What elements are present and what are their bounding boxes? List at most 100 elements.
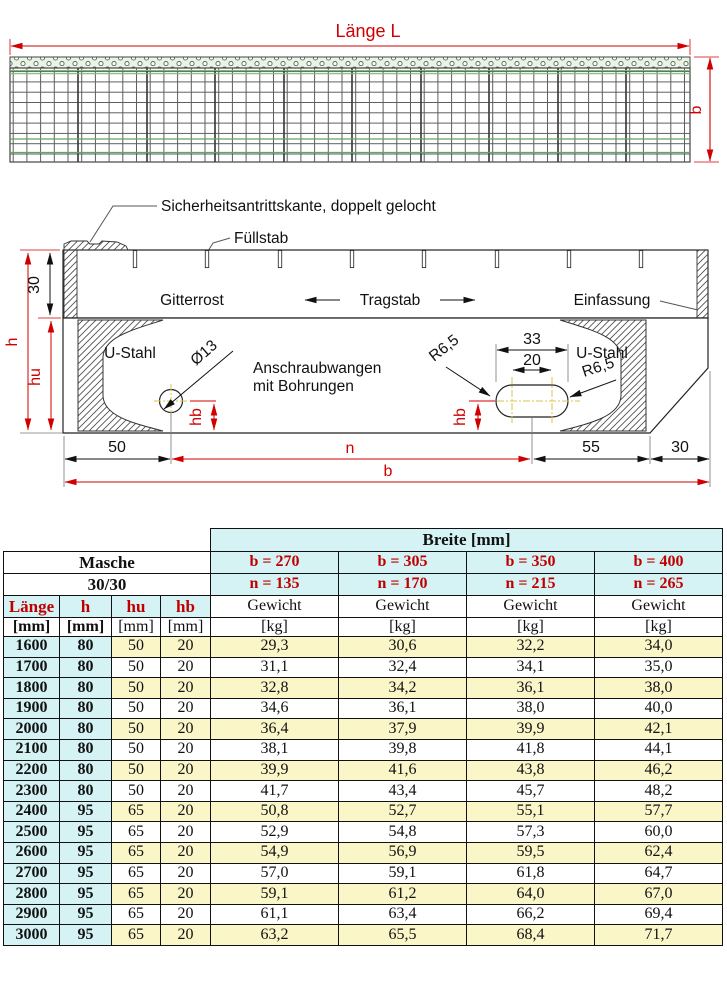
b-value-cell: b = 305 [338, 551, 467, 574]
cell-h: 95 [59, 821, 112, 843]
cell-laenge: 1700 [3, 656, 60, 679]
col-header-gewicht: Gewicht [338, 595, 467, 618]
hb-right-label: hb [452, 408, 469, 426]
cell-weight: 41,6 [338, 759, 467, 782]
leader-line [89, 205, 157, 243]
grating-mesh [10, 68, 690, 162]
cell-weight: 54,8 [338, 821, 467, 843]
cell-weight: 46,2 [593, 759, 724, 782]
cell-weight: 59,5 [466, 841, 595, 864]
cell-laenge: 1900 [3, 697, 60, 720]
col-header-h: h [59, 595, 112, 618]
radius-right-leader [569, 379, 617, 398]
cell-hb: 20 [160, 924, 211, 946]
table-row: 2000 80 50 20 36,4 37,9 39,9 42,1 [3, 718, 724, 740]
section-view-drawing: Sicherheitsantrittskante, doppelt geloch… [4, 198, 711, 487]
cell-weight: 48,2 [593, 780, 724, 802]
cell-h: 80 [59, 636, 112, 658]
cell-hu: 50 [111, 677, 161, 699]
col-header-gewicht: Gewicht [593, 595, 724, 618]
cell-weight: 36,4 [210, 718, 339, 740]
cell-h: 80 [59, 677, 112, 699]
cell-hb: 20 [160, 697, 211, 720]
n-value-cell: n = 170 [338, 573, 467, 596]
cell-weight: 62,4 [593, 841, 724, 864]
col-header-gewicht: Gewicht [466, 595, 595, 618]
radius-left-leader [445, 366, 491, 397]
cell-weight: 61,1 [210, 903, 339, 926]
cell-weight: 37,9 [338, 718, 467, 740]
cell-laenge: 3000 [3, 924, 60, 946]
cell-weight: 36,1 [338, 697, 467, 720]
cell-hu: 50 [111, 718, 161, 740]
table-row: 2300 80 50 20 41,7 43,4 45,7 48,2 [3, 780, 724, 802]
cell-weight: 35,0 [593, 656, 724, 679]
safety-edge-label: Sicherheitsantrittskante, doppelt geloch… [161, 198, 437, 215]
table-row: 1600 80 50 20 29,3 30,6 32,2 34,0 [3, 636, 724, 658]
cell-weight: 34,6 [210, 697, 339, 720]
grating-band [62, 249, 709, 319]
cell-hb: 20 [160, 883, 211, 905]
cell-h: 80 [59, 656, 112, 679]
leader-line [207, 237, 231, 252]
dim-20-label: 20 [523, 352, 541, 369]
cell-hb: 20 [160, 718, 211, 740]
cell-weight: 69,4 [593, 903, 724, 926]
cell-hu: 65 [111, 841, 161, 864]
cell-weight: 63,2 [210, 924, 339, 946]
frame-label: Einfassung [574, 292, 651, 309]
cell-h: 80 [59, 780, 112, 802]
table-row-masche: Masche b = 270 b = 305 b = 350 b = 400 [3, 551, 724, 574]
leader-line [659, 300, 699, 311]
cell-weight: 63,4 [338, 903, 467, 926]
table-row-units: [mm] [mm] [mm] [mm] [kg] [kg] [kg] [kg] [3, 617, 724, 637]
cell-hu: 65 [111, 903, 161, 926]
cell-weight: 57,0 [210, 862, 339, 885]
cell-weight: 42,1 [593, 718, 724, 740]
top-view-drawing: Länge L b [9, 21, 719, 163]
fill-bar-ticks [132, 250, 644, 269]
cell-weight: 55,1 [466, 800, 595, 823]
cell-hb: 20 [160, 821, 211, 843]
u-steel-left-label: U-Stahl [104, 345, 156, 362]
table-row: 1900 80 50 20 34,6 36,1 38,0 40,0 [3, 697, 724, 720]
cell-weight: 67,0 [593, 883, 724, 905]
breite-header-cell: Breite [mm] [209, 528, 724, 552]
cell-hb: 20 [160, 862, 211, 885]
cell-weight: 56,9 [338, 841, 467, 864]
cell-h: 80 [59, 738, 112, 761]
table-row: 1700 80 50 20 31,1 32,4 34,1 35,0 [3, 656, 724, 679]
green-line-top [10, 69, 690, 75]
cell-weight: 57,7 [593, 800, 724, 823]
n-value-cell: n = 265 [593, 573, 724, 596]
cell-weight: 52,9 [210, 821, 339, 843]
cell-weight: 40,0 [593, 697, 724, 720]
cell-weight: 41,8 [466, 738, 595, 761]
unit-kg: [kg] [593, 617, 724, 637]
dim-30-edge-label: 30 [26, 276, 43, 294]
width-dimension-label: b [688, 105, 705, 114]
cheek-text-line1: Anschraubwangen [253, 360, 381, 377]
hb-left-label: hb [188, 408, 205, 426]
table-row: 1800 80 50 20 32,8 34,2 36,1 38,0 [3, 677, 724, 699]
cell-laenge: 2400 [3, 800, 60, 823]
cell-laenge: 2800 [3, 883, 60, 905]
cell-hb: 20 [160, 656, 211, 679]
cell-weight: 43,4 [338, 780, 467, 802]
cell-laenge: 2200 [3, 759, 60, 782]
col-header-gewicht: Gewicht [210, 595, 339, 618]
cell-laenge: 2500 [3, 821, 60, 843]
extension-line [495, 344, 569, 382]
col-header-laenge: Länge [3, 595, 60, 618]
cell-weight: 66,2 [466, 903, 595, 926]
dim-hu-label: hu [27, 368, 44, 386]
cell-hb: 20 [160, 759, 211, 782]
cell-weight: 60,0 [593, 821, 724, 843]
cell-weight: 32,8 [210, 677, 339, 699]
cell-laenge: 2100 [3, 738, 60, 761]
table-row: 2700 95 65 20 57,0 59,1 61,8 64,7 [3, 862, 724, 885]
cell-hu: 50 [111, 738, 161, 761]
table-row: 2200 80 50 20 39,9 41,6 43,8 46,2 [3, 759, 724, 782]
cell-hu: 50 [111, 759, 161, 782]
b-value-cell: b = 350 [466, 551, 595, 574]
